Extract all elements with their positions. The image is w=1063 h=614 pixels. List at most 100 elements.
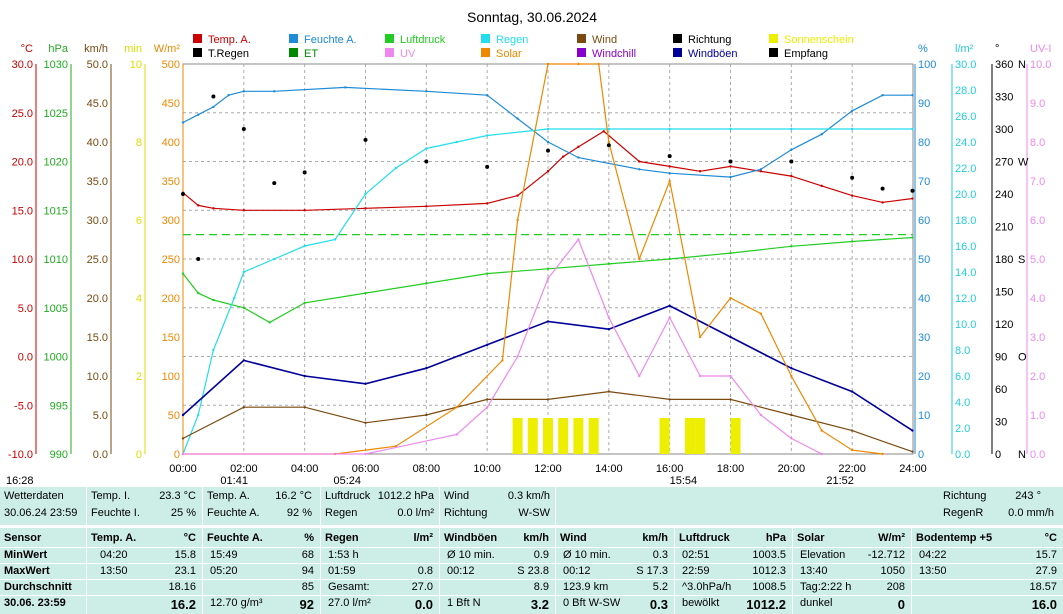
richtung2-value: 243 ° (1015, 490, 1041, 502)
tick-hum: 10 (918, 410, 930, 422)
point-uv (668, 316, 671, 319)
direction-point (211, 94, 216, 99)
point-temp-a- (516, 194, 519, 197)
point-feuchte-a- (197, 113, 200, 116)
stats-header: Solar (797, 532, 825, 544)
point-feuchte-a- (729, 175, 732, 179)
legend-label: T.Regen (208, 48, 249, 60)
stats-header: Luftdruck (679, 532, 730, 544)
stats-header: Temp. A. (91, 532, 137, 544)
point-luftdruck (607, 262, 611, 266)
tick-uvi: 3.0 (1030, 332, 1045, 344)
plot-area (181, 62, 915, 456)
stats-header: Feuchte A. (207, 532, 263, 544)
tick-time: 06:00 (352, 463, 380, 475)
regen-value: 0.0 l/m² (397, 507, 434, 519)
tick-uvi: 6.0 (1030, 215, 1045, 227)
point-windb-en (911, 429, 914, 432)
direction-point (181, 192, 185, 196)
point-wind (242, 406, 246, 409)
point-wind (668, 398, 671, 401)
point-luftdruck (197, 291, 200, 295)
point-temp-a- (850, 194, 854, 197)
tick-solar: 200 (162, 293, 180, 305)
stats-cell-value: 15.7 (1035, 549, 1057, 561)
point-luftdruck (790, 245, 793, 248)
stats-cell-label: 02:51 (682, 549, 710, 561)
tick-solar: 450 (162, 98, 180, 110)
tick-hum: 100 (918, 59, 936, 71)
stats-cell-value: 0.3 (652, 549, 668, 561)
direction-point (302, 170, 307, 175)
legend-swatch (769, 34, 778, 43)
tick-temp: 25.0 (12, 108, 33, 120)
stats-unit: W/m² (878, 532, 905, 544)
stats-cell-label: dunkel (800, 597, 833, 609)
cardinal-label: N (1018, 449, 1026, 461)
weather-chart: Sonntag, 30.06.2024 Temp. A. Feuchte A. Lu… (6, 9, 1051, 487)
point-regen (233, 296, 236, 300)
point-feuchte-a- (485, 94, 489, 97)
tick-rain: 2.0 (955, 423, 970, 435)
point-windb-en (729, 335, 732, 339)
tick-wind: 5.0 (93, 410, 108, 422)
tick-solar: 400 (162, 137, 180, 149)
column-divider (674, 528, 675, 614)
tick-rain: 4.0 (955, 397, 970, 409)
point-solar (759, 312, 763, 315)
point-temp-a- (729, 165, 732, 168)
tick-uvi: 0.0 (1030, 449, 1045, 461)
legend-label: Windböen (688, 48, 738, 60)
point-feuchte-a- (212, 105, 215, 109)
stats-cell-value: 1012.2 (746, 597, 786, 612)
point-solar (501, 359, 504, 362)
stats-cell-label: Elevation (800, 549, 846, 561)
legend-swatch (673, 34, 682, 43)
tick-hum: 20 (918, 371, 930, 383)
feuchte-a-value: 92 % (286, 507, 312, 519)
temp-a-label: Temp. A. (207, 490, 250, 502)
point-feuchte-a- (273, 90, 276, 93)
tick-sun: 0 (136, 449, 142, 461)
point-temp-a- (638, 160, 641, 163)
legend-swatch (385, 34, 394, 43)
stats-unit: °C (183, 532, 196, 544)
stats-cell-value: 85 (301, 581, 314, 593)
stats-unit: hPa (765, 532, 786, 544)
tick-solar: 0 (174, 449, 180, 461)
stats-cell-value: 0.3 (649, 597, 668, 612)
richtung-value: W-SW (518, 507, 550, 519)
tick-wind: 0.0 (93, 449, 108, 461)
tick-hum: 50 (918, 254, 930, 266)
current-datetime: 30.06.24 23:59 (4, 507, 78, 519)
tick-press: 990 (50, 449, 68, 461)
point-uv (364, 452, 367, 456)
tick-solar: 100 (162, 371, 180, 383)
tick-wind: 50.0 (87, 59, 108, 71)
wind-label: Wind (444, 490, 470, 502)
legend-swatch (769, 48, 778, 57)
point-wind (850, 429, 854, 432)
column-divider (911, 528, 912, 614)
point-wind (607, 390, 611, 393)
tick-rain: 20.0 (955, 189, 976, 201)
axis-unit-solar: W/m² (154, 43, 181, 55)
point-uv (516, 355, 519, 358)
column-divider (202, 528, 203, 614)
sunshine-bar (695, 418, 706, 454)
point-regen (197, 413, 200, 417)
point-windb-en (790, 367, 793, 370)
axis-unit-rain: l/m² (955, 43, 974, 55)
tick-dir: 300 (995, 124, 1013, 136)
stats-cell-value: S 23.8 (517, 565, 549, 577)
point-solar (516, 218, 519, 222)
richtung2-label: Richtung (943, 490, 987, 502)
tick-rain: 16.0 (955, 241, 976, 253)
stats-cell-label: 04:20 (100, 549, 128, 561)
point-feuchte-a- (181, 121, 185, 124)
row-label-current: 30.06. 23:59 (4, 597, 66, 609)
tick-dir: 210 (995, 222, 1013, 234)
tick-uvi: 5.0 (1030, 254, 1045, 266)
stats-cell-label: 13:40 (800, 565, 828, 577)
stats-cell-value: 3.2 (530, 597, 549, 612)
